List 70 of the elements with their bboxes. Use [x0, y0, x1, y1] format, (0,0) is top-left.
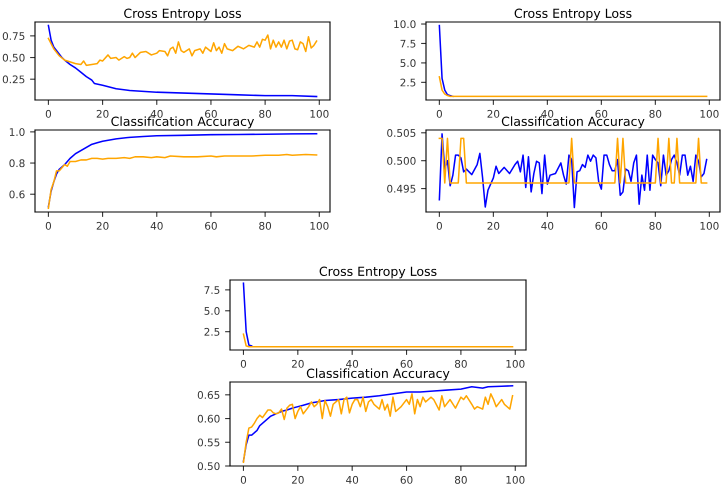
chart-title: Classification Accuracy: [502, 116, 645, 128]
x-tick-label: 20: [487, 110, 500, 118]
x-tick-label: 0: [436, 222, 442, 230]
x-tick-label: 80: [454, 476, 467, 484]
x-tick-label: 100: [700, 110, 719, 118]
y-tick-label: 7.5: [400, 40, 416, 48]
y-tick-label: 1.0: [10, 128, 25, 136]
x-tick-label: 80: [259, 222, 272, 230]
line-series: [48, 34, 318, 66]
y-tick-label: 0.50: [198, 462, 220, 470]
x-tick-label: 20: [292, 360, 304, 368]
x-tick-label: 60: [400, 476, 412, 484]
x-tick-label: 60: [400, 360, 412, 368]
chart-title: Cross Entropy Loss: [514, 8, 632, 20]
line-series: [48, 132, 318, 208]
x-tick-label: 40: [150, 110, 163, 118]
x-tick-label: 80: [649, 222, 662, 230]
chart-title: Cross Entropy Loss: [320, 266, 436, 278]
x-tick-label: 20: [96, 222, 109, 230]
x-tick-label: 40: [346, 360, 358, 368]
x-tick-label: 100: [310, 222, 329, 230]
x-tick-label: 40: [346, 476, 358, 484]
x-tick-label: 20: [292, 476, 304, 484]
y-tick-label: 0.495: [387, 184, 416, 193]
y-tick-label: 0.505: [387, 129, 416, 137]
x-tick-label: 0: [46, 110, 52, 118]
chart-title: Classification Accuracy: [306, 368, 450, 380]
x-tick-label: 100: [700, 222, 719, 230]
x-tick-label: 40: [150, 222, 163, 230]
x-tick-label: 80: [649, 110, 662, 118]
x-tick-label: 100: [506, 360, 525, 368]
line-series: [48, 24, 318, 98]
x-tick-label: 60: [205, 110, 217, 118]
x-tick-label: 60: [595, 110, 608, 118]
x-tick-label: 0: [46, 222, 52, 230]
x-tick-label: 40: [541, 222, 554, 230]
y-tick-label: 2.5: [400, 78, 416, 86]
x-tick-label: 20: [96, 110, 109, 118]
chart-title: Classification Accuracy: [111, 116, 254, 128]
y-tick-label: 0.65: [198, 391, 220, 399]
y-tick-label: 10.0: [394, 20, 416, 28]
y-tick-label: 0.75: [2, 32, 24, 40]
line-series: [438, 133, 708, 208]
y-tick-label: 5.0: [204, 307, 220, 315]
line-series: [438, 24, 454, 98]
x-tick-label: 80: [454, 360, 467, 368]
x-tick-label: 100: [310, 110, 329, 118]
chart-title: Cross Entropy Loss: [124, 8, 241, 20]
line-series: [242, 282, 252, 347]
x-tick-label: 60: [595, 222, 608, 230]
y-tick-label: 0.6: [9, 190, 25, 198]
x-tick-label: 60: [205, 222, 217, 230]
y-tick-label: 0.25: [2, 75, 24, 84]
x-tick-label: 0: [240, 360, 246, 368]
x-tick-label: 100: [506, 476, 525, 484]
y-tick-label: 5.0: [400, 59, 416, 68]
y-tick-label: 0.60: [198, 414, 220, 423]
y-tick-label: 0.8: [9, 159, 25, 168]
line-series: [48, 154, 318, 210]
x-tick-label: 80: [259, 110, 272, 118]
x-tick-label: 20: [487, 222, 500, 230]
y-tick-label: 0.55: [198, 438, 220, 446]
y-tick-label: 2.5: [204, 328, 220, 336]
line-series: [438, 76, 708, 98]
x-tick-label: 0: [436, 110, 442, 118]
y-tick-label: 7.5: [204, 286, 220, 294]
y-tick-label: 0.500: [387, 156, 416, 165]
x-tick-label: 0: [240, 476, 246, 484]
x-tick-label: 40: [541, 110, 554, 118]
y-tick-label: 0.50: [2, 54, 25, 62]
